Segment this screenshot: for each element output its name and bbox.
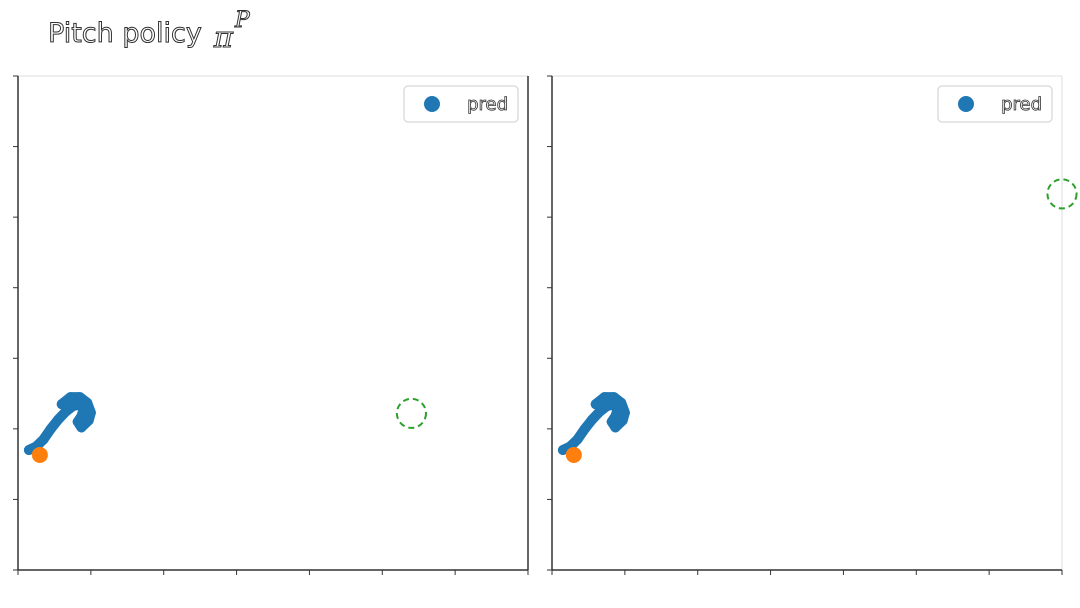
legend-box xyxy=(403,85,519,123)
legend-box xyxy=(937,85,1053,123)
start-marker xyxy=(31,446,48,463)
legend-label-pred: pred xyxy=(467,94,508,115)
pred-point-17 xyxy=(56,399,67,410)
pred-point-3 xyxy=(45,423,56,434)
goal-circle xyxy=(1046,178,1078,210)
pred-point-3 xyxy=(579,423,590,434)
legend: pred xyxy=(403,85,519,123)
figure-title-symbol: π xyxy=(213,20,233,55)
figure-title: Pitch policy π P xyxy=(48,8,251,62)
pred-point-2 xyxy=(38,434,49,445)
pred-point-13 xyxy=(619,407,630,418)
pred-point-4 xyxy=(53,414,64,425)
pred-point-14 xyxy=(82,397,93,408)
goal-circle xyxy=(395,397,427,429)
pred-point-11 xyxy=(76,422,87,433)
legend-marker-pred xyxy=(958,96,974,112)
pred-point-12 xyxy=(617,415,628,426)
pred-point-16 xyxy=(599,392,610,403)
chart-panel-2: pred xyxy=(547,75,1078,575)
start-marker xyxy=(565,446,582,463)
legend-marker-pred xyxy=(424,96,440,112)
legend-label-pred: pred xyxy=(1001,94,1042,115)
pred-point-13 xyxy=(85,407,96,418)
pred-point-5 xyxy=(60,406,71,417)
figure-title-superscript: P xyxy=(234,8,250,34)
pred-point-4 xyxy=(587,414,598,425)
pred-point-2 xyxy=(572,434,583,445)
pred-point-12 xyxy=(83,415,94,426)
pred-point-15 xyxy=(74,392,85,403)
pred-point-11 xyxy=(610,422,621,433)
pred-point-14 xyxy=(616,397,627,408)
chart-panel-1: pred xyxy=(13,75,529,575)
pred-point-15 xyxy=(608,392,619,403)
pred-point-16 xyxy=(65,392,76,403)
legend: pred xyxy=(937,85,1053,123)
pred-point-17 xyxy=(590,399,601,410)
pred-point-5 xyxy=(594,406,605,417)
figure-title-text: Pitch policy xyxy=(48,18,203,50)
